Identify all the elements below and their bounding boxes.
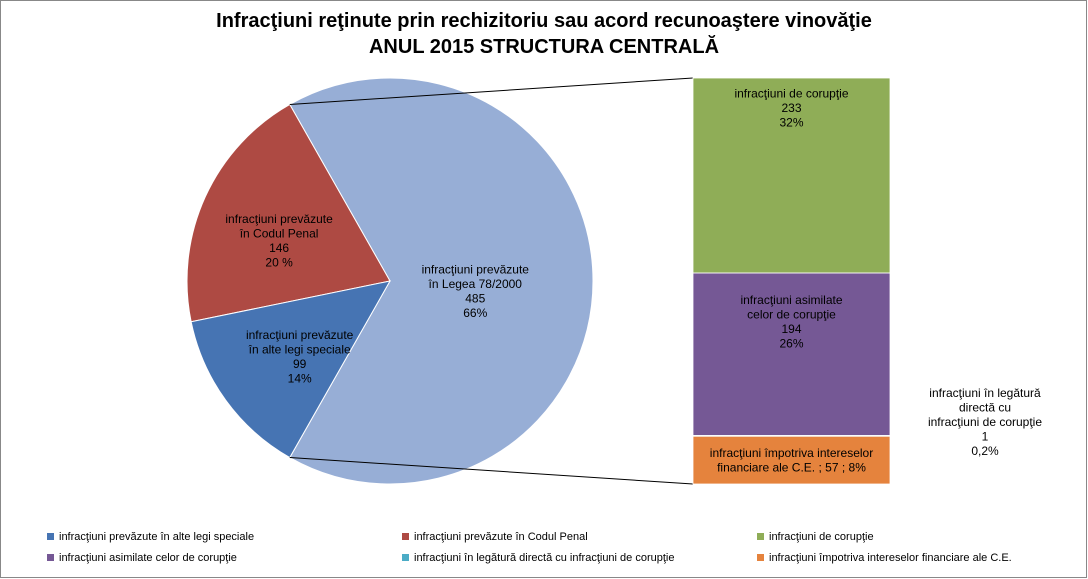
data-label: infracţiuni asimilate celor de corupţie 19… xyxy=(740,293,842,351)
label-line: în Codul Penal xyxy=(239,226,319,240)
data-label: infracţiuni prevăzute în alte legi specia… xyxy=(246,328,354,386)
legend-swatch xyxy=(47,554,54,561)
label-line: 1 xyxy=(982,430,989,444)
legend-swatch xyxy=(757,554,764,561)
label-line: în Legea 78/2000 xyxy=(428,277,523,291)
chart-title: Infracţiuni reţinute prin rechizitoriu s… xyxy=(216,10,872,32)
label-line: 8% xyxy=(849,460,867,474)
label-line: infracţiuni asimilate xyxy=(740,293,842,307)
label-line: 66% xyxy=(463,306,487,320)
label-line: 0,2% xyxy=(971,444,999,458)
connector-line xyxy=(289,77,694,105)
legend-swatch xyxy=(402,533,409,540)
label-line: infracţiuni prevăzute xyxy=(225,212,333,226)
data-label: infracţiuni prevăzute în Codul Penal 146 20… xyxy=(225,212,333,270)
legend-label: infracţiuni de corupţie xyxy=(769,531,874,543)
label-line: 485 xyxy=(465,291,485,305)
label-line: infracţiuni în legătură xyxy=(929,386,1041,400)
label-line: infracţiuni împotriva intereselor xyxy=(710,446,873,460)
legend-label: infracţiuni împotriva intereselor financ… xyxy=(769,552,1012,564)
label-line: în alte legi speciale xyxy=(248,342,351,356)
legend-swatch xyxy=(47,533,54,540)
label-line: 233 xyxy=(781,101,801,115)
legend-label: infracţiuni prevăzute în Codul Penal xyxy=(414,531,588,543)
bar-segment xyxy=(692,272,891,436)
label-line: 14% xyxy=(288,371,312,385)
label-line: infracţiuni de corupţie xyxy=(734,87,848,101)
label-line: 99 xyxy=(293,357,307,371)
label-line: celor de corupţie xyxy=(747,308,836,322)
data-label: infracţiuni împotriva intereselor financi… xyxy=(710,446,873,475)
bar-segment xyxy=(692,435,891,485)
label-line: infracţiuni prevăzute xyxy=(422,262,530,276)
chart-subtitle: ANUL 2015 STRUCTURA CENTRALĂ xyxy=(369,35,719,58)
label-line: 57 xyxy=(825,460,839,474)
label-line: infracţiuni prevăzute xyxy=(246,328,354,342)
label-line: 146 xyxy=(269,241,289,255)
connector-line xyxy=(289,457,694,485)
label-line: ; xyxy=(839,460,849,474)
label-line: 26% xyxy=(779,337,803,351)
label-line: 20 % xyxy=(265,255,293,269)
label-line: financiare ale C.E. xyxy=(717,460,815,474)
legend-swatch xyxy=(757,533,764,540)
pie-slice xyxy=(289,77,594,485)
data-label: infracţiuni de corupţie 233 32% xyxy=(734,87,848,130)
legend-label: infracţiuni în legătură directă cu infra… xyxy=(414,552,674,564)
pie-slice xyxy=(186,103,391,323)
legend-label: infracţiuni prevăzute în alte legi speci… xyxy=(59,531,254,543)
legend-label: infracţiuni asimilate celor de corupţie xyxy=(59,552,237,564)
label-line: 194 xyxy=(781,322,801,336)
pie-slice xyxy=(190,280,391,459)
data-label: infracţiuni prevăzute în Legea 78/2000 485… xyxy=(422,262,530,320)
label-line: 32% xyxy=(779,116,803,130)
label-line: ; xyxy=(815,460,825,474)
label-line: directă cu xyxy=(959,401,1011,415)
bar-segment xyxy=(692,77,891,274)
label-line: infracţiuni de corupţie xyxy=(928,415,1042,429)
legend-swatch xyxy=(402,554,409,561)
data-label: infracţiuni în legătură directă cu infracţ… xyxy=(928,386,1042,458)
